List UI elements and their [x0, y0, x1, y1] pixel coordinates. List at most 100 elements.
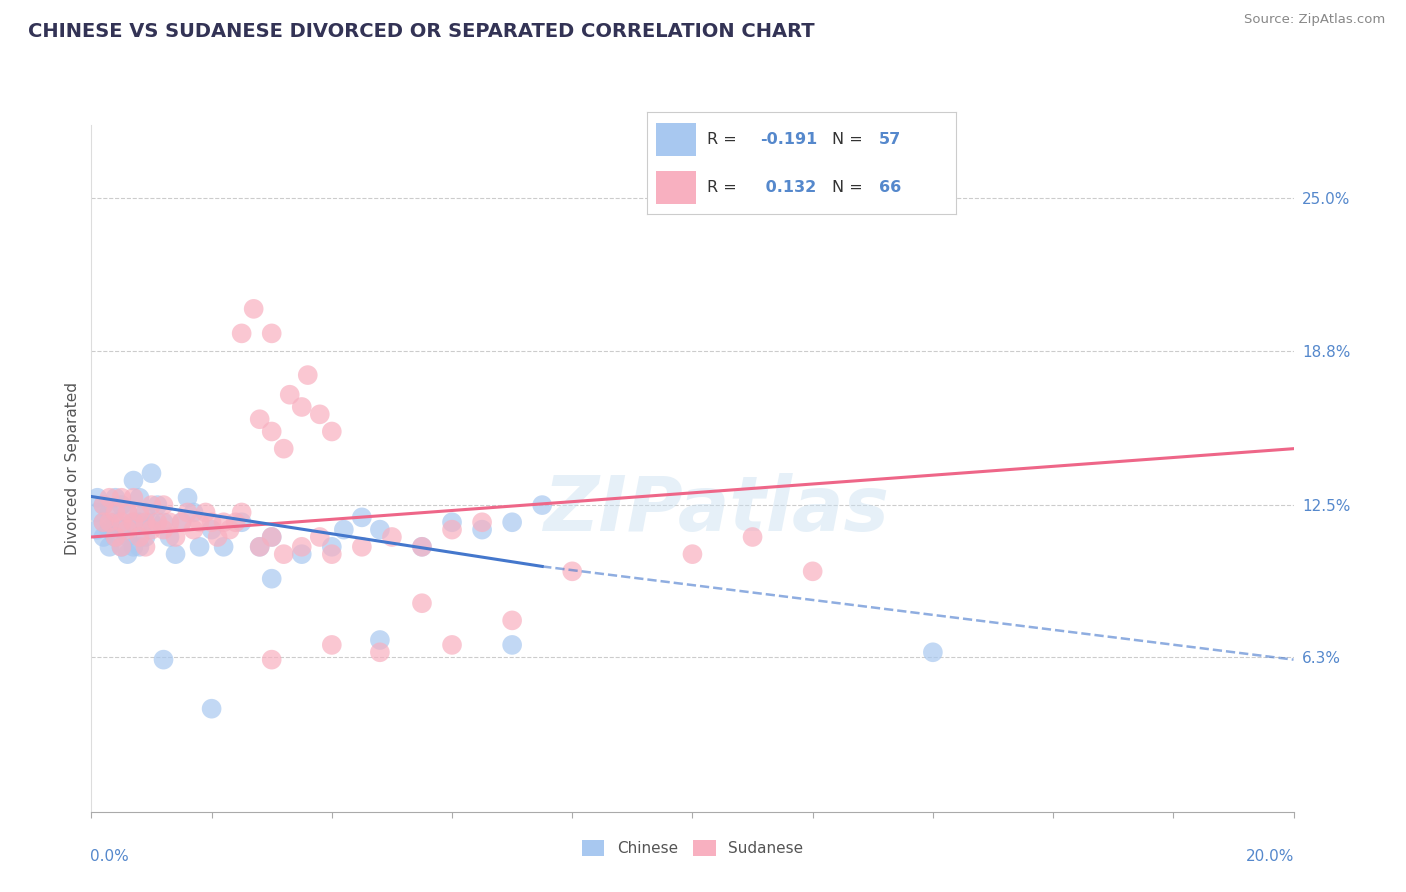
Point: [242, 301, 264, 316]
Point: [110, 523, 132, 537]
Point: [176, 491, 198, 505]
Point: [86, 505, 108, 519]
Point: [212, 540, 235, 554]
Point: [146, 498, 169, 512]
Point: [128, 540, 150, 554]
Point: [98, 515, 121, 529]
Point: [188, 540, 211, 554]
Point: [98, 491, 121, 505]
Point: [104, 530, 127, 544]
Point: [218, 523, 240, 537]
Point: [159, 530, 181, 544]
Point: [141, 498, 163, 512]
Point: [308, 530, 330, 544]
Text: -0.191: -0.191: [759, 132, 817, 146]
Point: [231, 326, 253, 341]
Point: [471, 515, 494, 529]
Point: [350, 510, 373, 524]
Bar: [657, 123, 696, 155]
Point: [141, 523, 163, 537]
Point: [170, 515, 193, 529]
Point: [381, 530, 404, 544]
Text: N =: N =: [832, 180, 869, 195]
Point: [104, 505, 127, 519]
Point: [170, 515, 193, 529]
Point: [122, 540, 145, 554]
Point: [165, 547, 187, 561]
Point: [297, 368, 319, 382]
Text: 0.0%: 0.0%: [90, 849, 129, 864]
Point: [117, 547, 139, 561]
Point: [249, 540, 271, 554]
Point: [741, 530, 763, 544]
Point: [134, 530, 156, 544]
Point: [110, 540, 132, 554]
Point: [117, 530, 139, 544]
Point: [440, 523, 463, 537]
Point: [104, 491, 127, 505]
Point: [134, 505, 156, 519]
Point: [93, 498, 115, 512]
Point: [440, 515, 463, 529]
Point: [122, 515, 145, 529]
Point: [273, 547, 295, 561]
Point: [260, 326, 283, 341]
Point: [93, 515, 115, 529]
Text: N =: N =: [832, 132, 869, 146]
Point: [260, 530, 283, 544]
Point: [201, 515, 224, 529]
Text: 0.132: 0.132: [759, 180, 815, 195]
Point: [98, 523, 121, 537]
Text: 57: 57: [879, 132, 901, 146]
Point: [333, 523, 356, 537]
Point: [561, 565, 583, 579]
Point: [231, 515, 253, 529]
Point: [110, 540, 132, 554]
Point: [291, 400, 314, 414]
Point: [165, 530, 187, 544]
Point: [321, 425, 343, 439]
Point: [201, 701, 224, 715]
Point: [152, 523, 174, 537]
Text: R =: R =: [707, 180, 742, 195]
Point: [122, 515, 145, 529]
Point: [411, 540, 433, 554]
Point: [531, 498, 554, 512]
Point: [308, 407, 330, 421]
Text: CHINESE VS SUDANESE DIVORCED OR SEPARATED CORRELATION CHART: CHINESE VS SUDANESE DIVORCED OR SEPARATE…: [28, 22, 814, 41]
Point: [922, 645, 945, 659]
Point: [321, 540, 343, 554]
Point: [134, 540, 156, 554]
Point: [368, 633, 391, 648]
Text: 20.0%: 20.0%: [1246, 849, 1295, 864]
Point: [141, 466, 163, 480]
Point: [152, 515, 174, 529]
Text: R =: R =: [707, 132, 742, 146]
Point: [350, 540, 373, 554]
Point: [183, 505, 205, 519]
Point: [225, 515, 247, 529]
Point: [104, 515, 127, 529]
Point: [159, 515, 181, 529]
Point: [146, 515, 169, 529]
Point: [117, 505, 139, 519]
Point: [98, 540, 121, 554]
Point: [104, 530, 127, 544]
Point: [122, 491, 145, 505]
Point: [471, 523, 494, 537]
Y-axis label: Divorced or Separated: Divorced or Separated: [65, 382, 80, 555]
Point: [260, 572, 283, 586]
Point: [117, 523, 139, 537]
Point: [681, 547, 703, 561]
Point: [141, 515, 163, 529]
Point: [110, 491, 132, 505]
Point: [249, 540, 271, 554]
Point: [134, 515, 156, 529]
Point: [110, 498, 132, 512]
Point: [260, 653, 283, 667]
Point: [128, 505, 150, 519]
Point: [231, 505, 253, 519]
Point: [368, 523, 391, 537]
Point: [501, 614, 523, 628]
Point: [128, 491, 150, 505]
